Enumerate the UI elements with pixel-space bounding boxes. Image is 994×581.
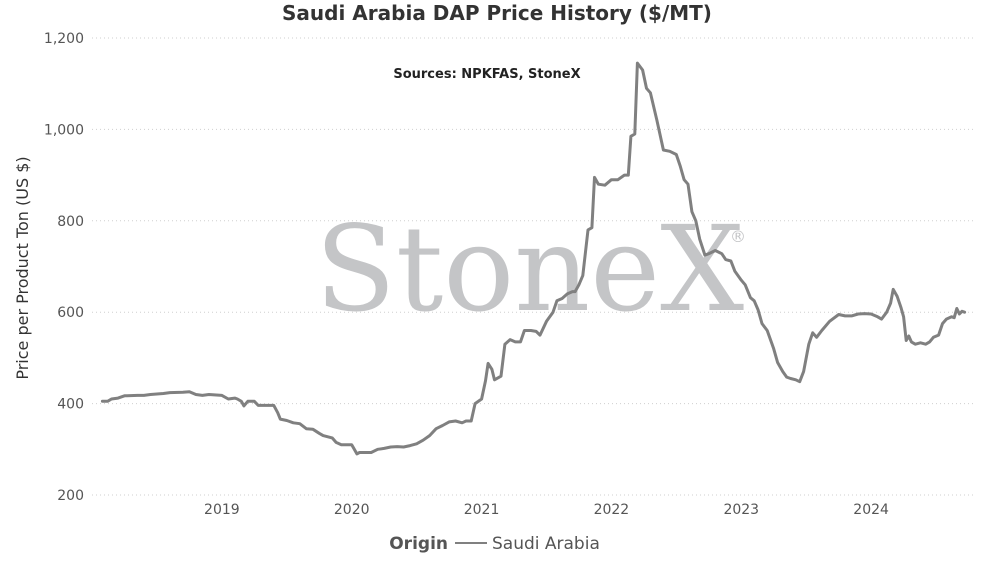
- x-axis-ticks: 2019 2020 2021 2022 2023 2024: [204, 502, 889, 518]
- y-axis-ticks: 200 400 600 800 1,000 1,200: [44, 31, 84, 504]
- x-tick-label: 2019: [204, 502, 240, 518]
- x-tick-label: 2023: [723, 502, 759, 518]
- chart-title: Saudi Arabia DAP Price History ($/MT): [282, 1, 712, 25]
- watermark-text: StoneX: [315, 200, 744, 338]
- sources-annotation: Sources: NPKFAS, StoneX: [393, 67, 580, 82]
- watermark: StoneX ®: [315, 200, 746, 338]
- series-line-0: [100, 61, 967, 456]
- y-tick-label: 800: [57, 214, 84, 230]
- watermark-registered-mark: ®: [730, 227, 746, 246]
- y-tick-label: 400: [57, 397, 84, 413]
- legend-title: Origin: [389, 534, 448, 554]
- y-tick-label: 1,200: [44, 31, 84, 47]
- legend-series-label[interactable]: Saudi Arabia: [492, 534, 600, 554]
- x-tick-label: 2024: [853, 502, 889, 518]
- legend: Origin Saudi Arabia: [389, 534, 600, 554]
- x-tick-label: 2021: [464, 502, 500, 518]
- x-tick-label: 2022: [594, 502, 630, 518]
- y-axis-label: Price per Product Ton (US $): [13, 156, 32, 379]
- y-tick-label: 200: [57, 488, 84, 504]
- x-tick-label: 2020: [334, 502, 370, 518]
- series-layer: [100, 61, 967, 456]
- y-tick-label: 1,000: [44, 122, 84, 138]
- y-tick-label: 600: [57, 305, 84, 321]
